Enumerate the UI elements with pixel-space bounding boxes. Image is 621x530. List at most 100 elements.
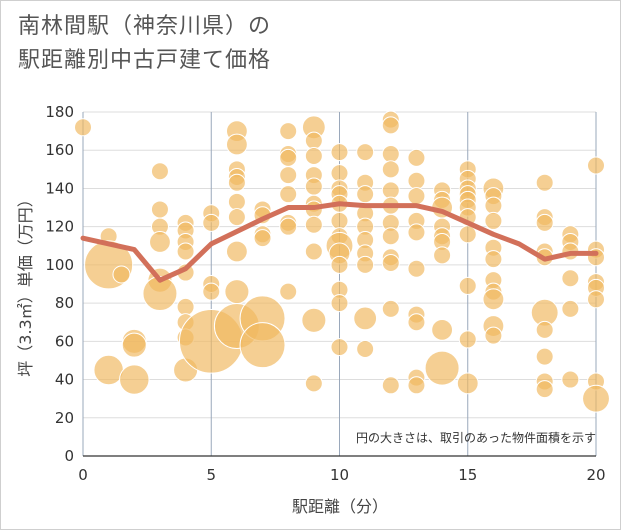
average-price-line: [80, 201, 599, 283]
data-bubble: [561, 269, 580, 288]
data-bubble: [456, 372, 479, 395]
data-bubble: [458, 276, 477, 295]
data-bubble: [356, 143, 375, 162]
data-bubble: [458, 225, 477, 244]
data-bubble: [381, 253, 400, 272]
data-bubble: [381, 160, 400, 179]
data-bubble: [482, 288, 505, 311]
data-bubble: [279, 122, 298, 141]
data-bubble: [227, 192, 246, 211]
data-bubble: [381, 299, 400, 318]
data-bubble: [176, 242, 195, 261]
data-bubble: [381, 181, 400, 200]
data-bubble: [304, 242, 323, 261]
data-bubble: [381, 376, 400, 395]
data-bubble: [112, 265, 131, 284]
data-bubble: [330, 164, 349, 183]
y-tick-label: 0: [64, 447, 74, 465]
x-tick-label: 10: [330, 466, 349, 484]
data-bubble: [356, 339, 375, 358]
data-bubble: [561, 370, 580, 389]
data-bubble: [381, 227, 400, 246]
data-bubble: [279, 217, 298, 236]
data-bubble: [535, 347, 554, 366]
data-bubble: [407, 259, 426, 278]
data-bubble: [330, 338, 349, 357]
axes: 0 20 40 60 80 100 120 140 160 180 0 5 10 15 20: [45, 103, 605, 484]
y-tick-label: 120: [45, 218, 74, 236]
data-bubble: [484, 326, 503, 345]
data-bubble: [149, 231, 171, 253]
data-bubble: [304, 131, 323, 150]
data-bubble: [119, 364, 150, 395]
data-bubble: [176, 297, 195, 316]
y-tick-label: 80: [55, 294, 74, 312]
data-bubble: [353, 306, 378, 331]
data-bubble: [484, 250, 503, 269]
data-bubble: [407, 171, 426, 190]
data-bubble: [587, 290, 605, 309]
chart-title: 南林間駅（神奈川県）の 駅距離別中古戸建て価格: [18, 10, 271, 78]
chart-title-line1: 南林間駅（神奈川県）の: [18, 14, 272, 39]
data-bubble: [407, 223, 426, 242]
data-bubble: [225, 133, 248, 156]
data-bubble: [227, 208, 246, 227]
data-bubble: [407, 376, 426, 395]
data-bubble: [150, 200, 169, 219]
data-bubble: [535, 380, 554, 399]
data-bubble: [582, 384, 610, 413]
data-bubble: [330, 255, 349, 274]
x-tick-label: 0: [78, 466, 88, 484]
data-bubble: [356, 185, 375, 204]
x-tick-label: 20: [586, 466, 605, 484]
data-bubble: [239, 322, 286, 369]
y-tick-label: 160: [45, 141, 74, 159]
data-bubble: [93, 354, 124, 386]
chart-title-line2: 駅距離別中古戸建て価格: [18, 48, 272, 73]
y-tick-label: 20: [55, 409, 74, 427]
average-line-group: [80, 201, 599, 283]
data-bubble: [484, 196, 503, 215]
data-bubble: [224, 279, 250, 305]
data-bubble: [279, 166, 298, 185]
data-bubble: [330, 294, 349, 313]
data-bubble: [304, 215, 323, 234]
data-bubble: [458, 330, 477, 349]
data-bubble: [225, 240, 248, 263]
data-bubble: [407, 313, 426, 332]
data-bubble: [381, 145, 400, 164]
size-note: 円の大きさは、取引のあった物件面積を示す: [356, 430, 596, 445]
data-bubble: [301, 307, 327, 333]
data-bubble: [202, 213, 221, 232]
y-tick-label: 180: [45, 103, 74, 121]
data-bubble: [227, 173, 246, 192]
y-tick-label: 140: [45, 179, 74, 197]
x-tick-label: 5: [206, 466, 216, 484]
data-bubble: [535, 213, 554, 232]
x-axis-label: 駅距離（分）: [292, 497, 388, 516]
bubbles: [74, 110, 610, 413]
x-tick-label: 15: [458, 466, 477, 484]
data-bubble: [535, 320, 554, 339]
data-bubble: [561, 299, 580, 318]
data-bubble: [304, 146, 323, 165]
data-bubble: [433, 246, 452, 265]
y-axis-label: 坪（3.3㎡）単価（万円）: [16, 191, 35, 376]
data-bubble: [535, 173, 554, 192]
y-tick-label: 60: [55, 332, 74, 350]
data-bubble: [407, 148, 426, 167]
y-tick-label: 100: [45, 256, 74, 274]
data-bubble: [330, 211, 349, 230]
data-bubble: [424, 350, 460, 386]
y-tick-label: 40: [55, 371, 74, 389]
data-bubble: [587, 156, 605, 175]
data-bubble: [279, 148, 298, 167]
data-bubble: [253, 229, 272, 248]
data-bubble: [304, 177, 323, 196]
data-bubble: [202, 282, 221, 301]
data-bubble: [279, 185, 298, 204]
data-bubble: [356, 255, 375, 274]
data-bubble: [150, 162, 169, 181]
data-bubble: [381, 116, 400, 135]
